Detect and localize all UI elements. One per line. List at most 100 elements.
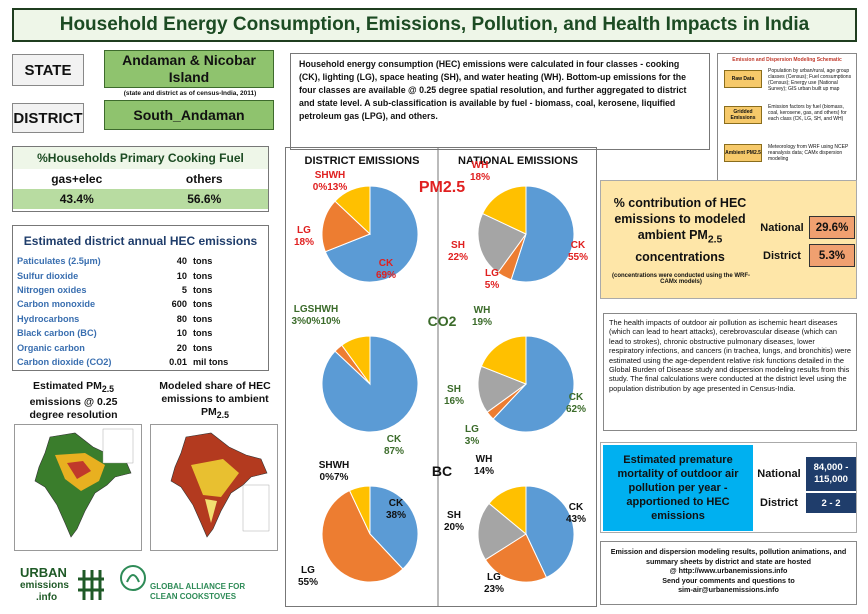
contribution-district-value: 5.3% bbox=[809, 244, 855, 267]
gacc-logo-icon bbox=[118, 564, 148, 598]
emission-row: Organic carbon 20 tons bbox=[13, 340, 268, 354]
logo-text-info: .info bbox=[36, 592, 58, 603]
pm-emissions-map bbox=[14, 424, 142, 551]
pie-charts-panel: DISTRICT EMISSIONS NATIONAL EMISSIONS PM2.… bbox=[285, 147, 597, 607]
state-note: (state and district as of census-India, … bbox=[123, 90, 257, 97]
health-impacts-text: The health impacts of outdoor air pollut… bbox=[603, 313, 857, 431]
mortality-box: Estimated premature mortality of outdoor… bbox=[600, 442, 857, 533]
district-pie-label: SHWH 0%13% bbox=[313, 170, 348, 193]
district-value: South_Andaman bbox=[104, 100, 274, 130]
pollutant-label-0: PM2.5 bbox=[419, 179, 465, 196]
contribution-note: (concentrations were conducted using the… bbox=[611, 273, 750, 285]
gacc-logo-text: GLOBAL ALLIANCE FOR CLEAN COOKSTOVES bbox=[150, 582, 246, 601]
national-pie-label: LG 23% bbox=[484, 572, 504, 595]
footer-line-4: Send your comments and questions to bbox=[662, 575, 795, 585]
logo-text-emissions: emissions bbox=[20, 580, 69, 591]
pie-charts: DISTRICT EMISSIONS NATIONAL EMISSIONS PM2.… bbox=[292, 148, 588, 606]
national-pie-1-slice-WH bbox=[480, 335, 527, 385]
emission-unit: tons bbox=[193, 342, 213, 353]
fuel-col-others: others bbox=[185, 172, 223, 186]
contribution-box: % contribution of HEC emissions to model… bbox=[600, 180, 857, 299]
district-pie-2-slice-CK bbox=[369, 485, 419, 570]
district-pie-label: SHWH 0%7% bbox=[319, 460, 350, 483]
map-left-caption: Estimated PM2.5 emissions @ 0.25 degree … bbox=[29, 380, 118, 422]
contribution-district-label: District bbox=[763, 249, 801, 262]
schema-note-2: Emission factors by fuel (biomass, coal,… bbox=[768, 104, 847, 122]
hec-share-map bbox=[150, 424, 278, 551]
footer-box: Emission and dispersion modeling results… bbox=[600, 541, 857, 605]
district-pie-0-slice-WH bbox=[334, 185, 371, 236]
urbanemissions-logo: URBAN emissions bbox=[20, 566, 69, 592]
emission-unit: tons bbox=[193, 284, 213, 295]
mortality-title: Estimated premature mortality of outdoor… bbox=[603, 445, 753, 531]
footer-link[interactable]: @ http://www.urbanemissions.info bbox=[669, 566, 788, 576]
district-pie-label: LGSHWH 3%0%10% bbox=[292, 304, 341, 327]
emission-value: 20 bbox=[176, 342, 187, 353]
emission-name: Nitrogen oxides bbox=[17, 284, 87, 295]
emission-value: 600 bbox=[171, 299, 187, 310]
schema-note-1: Population by urban/rural, age group cla… bbox=[768, 68, 852, 92]
national-pie-label: LG 5% bbox=[485, 268, 500, 291]
national-pie-label: CK 55% bbox=[568, 240, 588, 263]
state-label: STATE bbox=[12, 54, 84, 86]
national-pie-label: CK 43% bbox=[566, 502, 586, 525]
district-pie-1-slice-WH bbox=[341, 335, 371, 386]
emission-value: 5 bbox=[181, 284, 187, 295]
pollutant-label-2: BC bbox=[432, 463, 452, 479]
national-pie-1-slice-CK bbox=[492, 335, 575, 433]
footer-line-1: Emission and dispersion modeling results… bbox=[610, 547, 847, 556]
district-pie-label: CK 87% bbox=[384, 434, 404, 457]
logo-text-urban: URBAN bbox=[20, 565, 67, 580]
footer-line-2: summary sheets by district and state are… bbox=[646, 556, 811, 566]
emission-unit: tons bbox=[193, 270, 213, 281]
emission-name: Sulfur dioxide bbox=[17, 270, 79, 281]
emission-name: Hydrocarbons bbox=[17, 313, 80, 324]
national-pie-label: LG 3% bbox=[465, 424, 480, 447]
national-pie-2-slice-LG bbox=[484, 533, 548, 583]
emissions-title: Estimated district annual HEC emissions bbox=[23, 234, 258, 248]
national-pie-label: WH 14% bbox=[474, 454, 494, 477]
description: Household energy consumption (HEC) emiss… bbox=[290, 53, 710, 150]
emission-row: Sulfur dioxide 10 tons bbox=[13, 268, 268, 282]
schema-step-raw: Raw Data bbox=[724, 70, 762, 88]
emission-row: Carbon monoxide 600 tons bbox=[13, 297, 268, 311]
emission-row: Paticulates (2.5μm) 40 tons bbox=[13, 254, 268, 268]
contribution-title: % contribution of HEC emissions to model… bbox=[613, 196, 747, 264]
emission-unit: tons bbox=[193, 328, 213, 339]
district-label: DISTRICT bbox=[12, 103, 84, 133]
cooking-fuel-title: %Households Primary Cooking Fuel bbox=[13, 147, 268, 169]
contribution-national-label: National bbox=[760, 221, 804, 234]
district-pie-2-slice-WH bbox=[348, 485, 371, 535]
footer-email[interactable]: sim-air@urbanemissions.info bbox=[678, 585, 779, 595]
emission-name: Carbon monoxide bbox=[17, 299, 96, 310]
emission-unit: tons bbox=[193, 299, 213, 310]
emission-row: Black carbon (BC) 10 tons bbox=[13, 326, 268, 340]
schema-step-ambient: Ambient PM2.5 bbox=[724, 144, 762, 162]
emission-name: Organic carbon bbox=[17, 342, 85, 353]
fuel-col-gas: gas+elec bbox=[51, 172, 103, 186]
page-title: Household Energy Consumption, Emissions,… bbox=[12, 8, 857, 42]
district-pie-label: CK 69% bbox=[376, 258, 396, 281]
emission-unit: tons bbox=[193, 313, 213, 324]
schema-step-gridded: Gridded Emissions bbox=[724, 106, 762, 124]
emission-value: 10 bbox=[176, 270, 187, 281]
district-pie-label: LG 18% bbox=[294, 225, 314, 248]
district-pie-0-slice-CK bbox=[324, 185, 419, 283]
emission-name: Carbon dioxide (CO2) bbox=[17, 356, 112, 367]
emission-value: 10 bbox=[176, 328, 187, 339]
national-pie-label: WH 18% bbox=[470, 160, 490, 183]
modeling-schematic: Emission and Dispersion Modeling Schemat… bbox=[717, 53, 857, 193]
national-pie-2-slice-SH bbox=[477, 502, 527, 561]
emissions-box: Estimated district annual HEC emissions … bbox=[12, 225, 269, 371]
national-pie-2-slice-CK bbox=[525, 485, 575, 579]
national-header: NATIONAL EMISSIONS bbox=[458, 155, 578, 167]
national-pie-label: CK 62% bbox=[566, 392, 586, 415]
mortality-district-value: 2 - 2 bbox=[806, 493, 856, 513]
national-pie-label: SH 20% bbox=[444, 510, 464, 533]
fuel-val-others: 56.6% bbox=[187, 192, 222, 206]
emission-unit: mil tons bbox=[193, 356, 229, 367]
grid-logo-icon bbox=[78, 570, 104, 600]
district-header: DISTRICT EMISSIONS bbox=[305, 155, 420, 167]
national-pie-2-slice-WH bbox=[488, 485, 527, 536]
mortality-national-value: 84,000 - 115,000 bbox=[806, 457, 856, 491]
